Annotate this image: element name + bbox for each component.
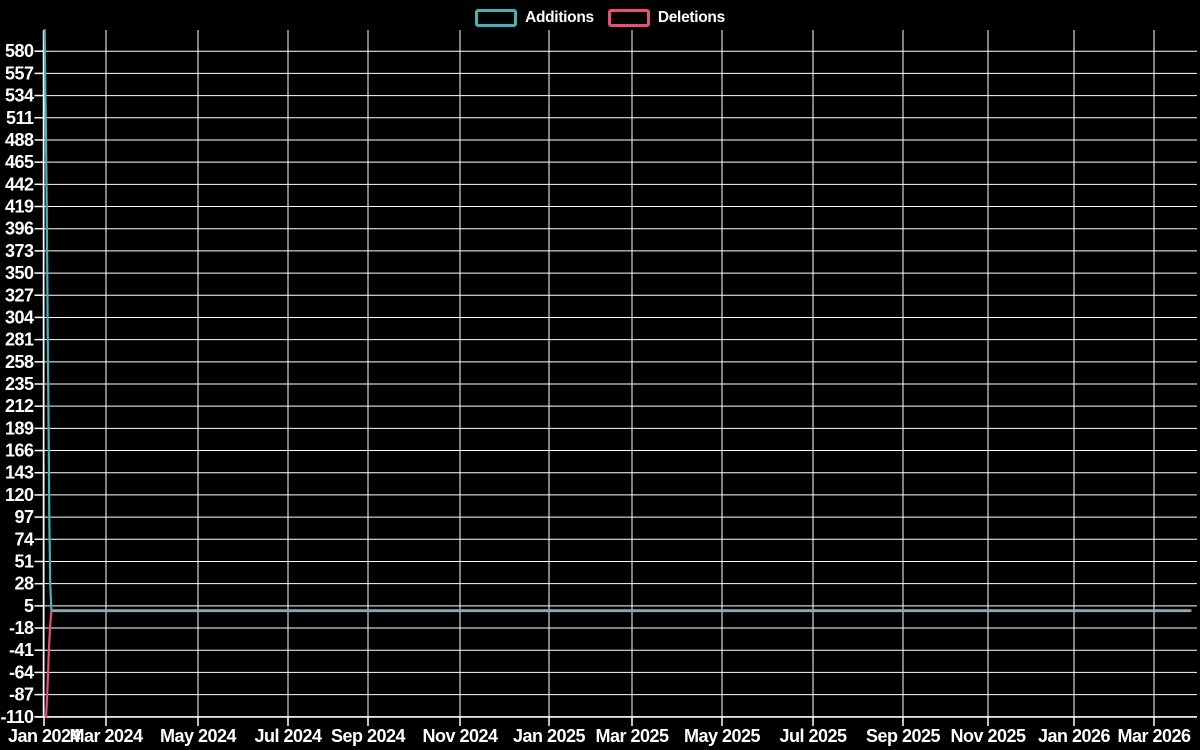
svg-text:97: 97 [14,507,34,527]
svg-text:Jul 2025: Jul 2025 [779,726,847,746]
svg-text:419: 419 [5,197,34,217]
svg-text:580: 580 [5,41,34,61]
svg-text:Jan 2026: Jan 2026 [1038,726,1111,746]
svg-text:Mar 2025: Mar 2025 [595,726,669,746]
svg-text:534: 534 [5,86,34,106]
svg-text:-41: -41 [9,640,34,660]
deletions-swatch-icon [607,9,650,27]
legend-item-deletions[interactable]: Deletions [607,9,725,27]
legend: Additions Deletions [0,6,1200,30]
tick-marks [34,50,1155,726]
svg-text:143: 143 [5,463,34,483]
additions-swatch-icon [475,9,518,27]
svg-text:350: 350 [5,263,34,283]
svg-text:212: 212 [5,396,34,416]
svg-text:120: 120 [5,485,34,505]
svg-text:-18: -18 [9,618,34,638]
gridlines [43,30,1197,718]
svg-text:-110: -110 [0,707,34,727]
svg-text:May 2025: May 2025 [684,726,761,746]
svg-text:Nov 2025: Nov 2025 [950,726,1026,746]
legend-item-additions[interactable]: Additions [475,9,594,27]
svg-text:488: 488 [5,130,34,150]
svg-text:511: 511 [6,108,34,128]
svg-text:Sep 2025: Sep 2025 [866,726,941,746]
svg-text:-87: -87 [9,685,34,705]
legend-label-deletions: Deletions [657,9,725,26]
svg-text:235: 235 [5,374,34,394]
svg-text:5: 5 [24,596,34,616]
svg-text:May 2024: May 2024 [160,726,237,746]
svg-text:304: 304 [5,307,34,327]
svg-text:28: 28 [14,574,34,594]
svg-text:373: 373 [5,241,34,261]
svg-text:Mar 2024: Mar 2024 [69,726,143,746]
svg-text:465: 465 [5,152,34,172]
svg-text:557: 557 [5,63,34,83]
svg-text:396: 396 [5,219,34,239]
series-line-deletions [44,609,1192,718]
svg-text:Sep 2024: Sep 2024 [331,726,406,746]
svg-text:Jan 2024: Jan 2024 [8,726,81,746]
series-line-additions [43,28,1192,612]
svg-text:74: 74 [14,529,34,549]
svg-text:Nov 2024: Nov 2024 [422,726,498,746]
data-series [43,28,1192,718]
svg-text:327: 327 [5,285,34,305]
svg-text:442: 442 [5,174,34,194]
svg-text:Jul 2024: Jul 2024 [254,726,322,746]
svg-text:166: 166 [5,441,34,461]
svg-text:258: 258 [5,352,34,372]
axes [34,30,1197,718]
svg-text:281: 281 [5,330,34,350]
legend-label-additions: Additions [525,9,594,26]
svg-text:189: 189 [5,418,34,438]
svg-text:-64: -64 [9,662,34,682]
svg-text:51: 51 [14,551,34,571]
svg-text:Jan 2025: Jan 2025 [513,726,586,746]
svg-text:Mar 2026: Mar 2026 [1117,726,1191,746]
